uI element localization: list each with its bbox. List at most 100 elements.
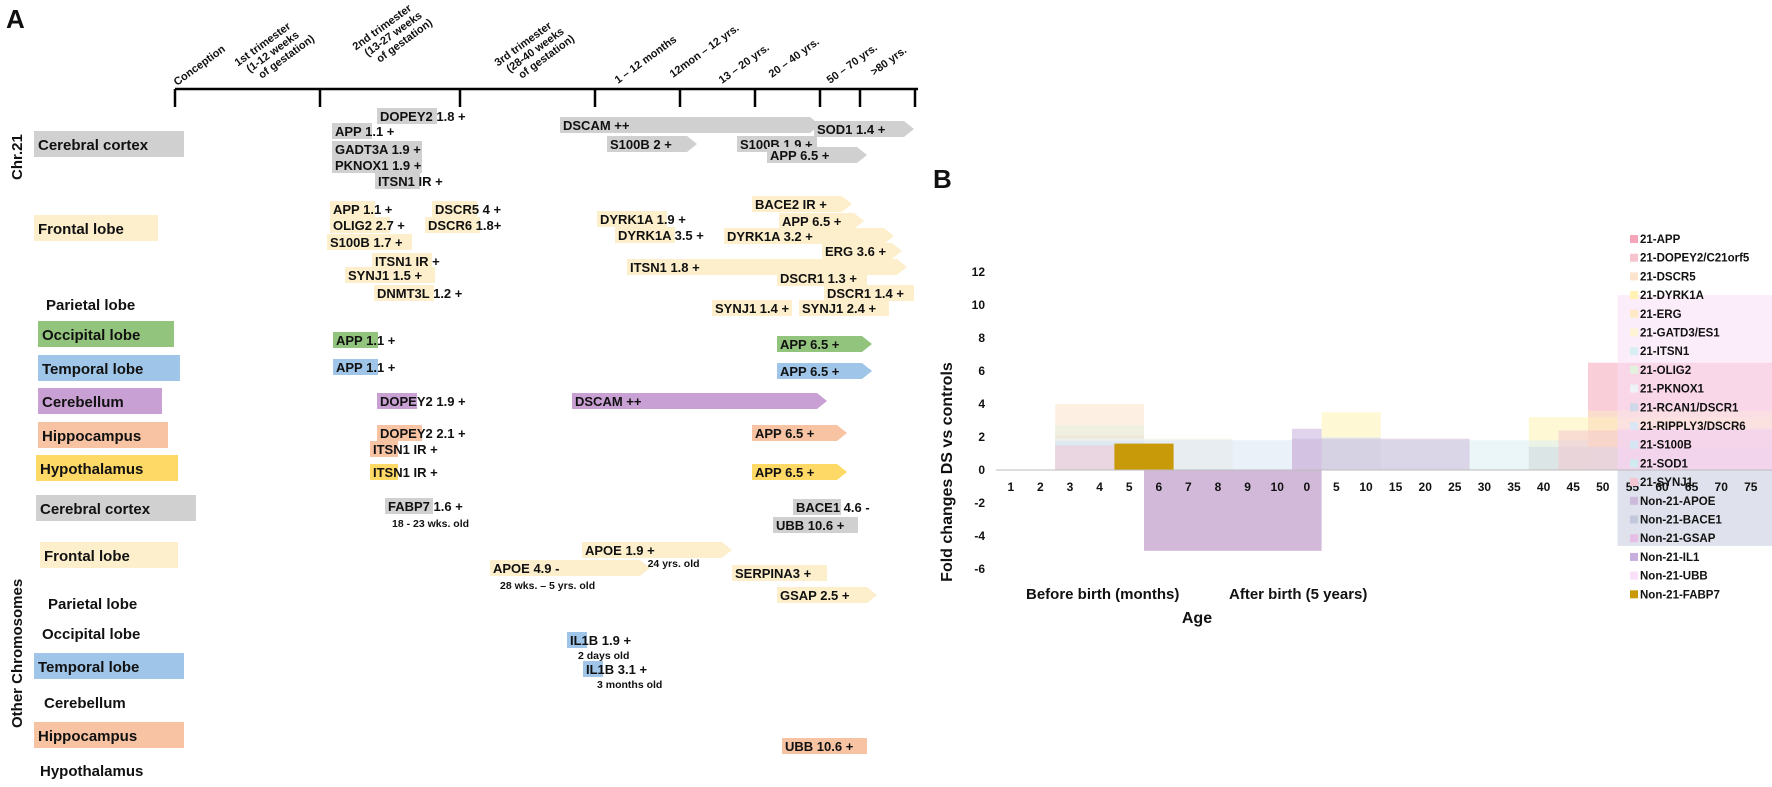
gene-label: APOE 4.9 - xyxy=(493,561,559,576)
group-label-chr21: Chr.21 xyxy=(9,134,26,180)
legend-swatch xyxy=(1630,384,1638,393)
legend-swatch xyxy=(1630,534,1638,543)
gene-arrow xyxy=(814,121,914,137)
legend-swatch xyxy=(1630,235,1638,243)
stage-label-y50_70: 50 – 70 yrs. xyxy=(825,42,880,87)
gene-label: GADT3A 1.9 + xyxy=(335,142,421,157)
region-label-cer: Cerebellum xyxy=(42,394,124,411)
stage-label-y20_40: 20 – 40 yrs. xyxy=(767,36,822,81)
y-tick-label: 10 xyxy=(972,298,986,312)
x-tick-label: 5 xyxy=(1126,480,1133,494)
gene-label: APP 1.1 + xyxy=(336,360,396,375)
x-tick-label: 4 xyxy=(1096,480,1103,494)
gene-bar xyxy=(330,201,375,217)
panel-b-label: B xyxy=(933,164,952,194)
chart-legend: 21-APP 21-DOPEY2/C21orf5 21-DSCR5 21-DYRK1A… xyxy=(1630,234,1750,601)
gene-age-note: 3 months old xyxy=(597,679,662,691)
gene-bar xyxy=(370,464,398,480)
gene-label: ITSN1 IR + xyxy=(375,254,440,269)
gene-label: APOE 1.9 + xyxy=(585,543,655,558)
x-tick-label: 1 xyxy=(1007,480,1014,494)
stage-label-m1_12: 1 – 12 months xyxy=(613,34,679,87)
legend-entry: 21-DOPEY2/C21orf5 xyxy=(1640,253,1750,265)
gene-arrow xyxy=(572,393,827,409)
gene-label: DOPEY2 1.9 + xyxy=(380,394,466,409)
region-label-hip: Hippocampus xyxy=(42,428,141,445)
gene-label: S100B 2 + xyxy=(610,137,672,152)
region-label-par: Parietal lobe xyxy=(48,596,137,613)
gene-label: APP 1.1 + xyxy=(335,124,395,139)
region-label-par: Parietal lobe xyxy=(46,297,135,314)
region-box-hyp xyxy=(36,455,178,481)
gene-label: ITSN1 IR + xyxy=(378,174,443,189)
gene-bar xyxy=(782,738,867,754)
gene-bar xyxy=(732,565,827,581)
x-tick-label: 0 xyxy=(1303,480,1310,494)
region-box-tem xyxy=(38,355,180,381)
legend-swatch xyxy=(1630,422,1638,430)
region-label-tem: Temporal lobe xyxy=(42,361,143,378)
gene-label: DSCR1 1.3 + xyxy=(780,271,857,286)
gene-bar xyxy=(777,270,867,286)
gene-arrow xyxy=(777,363,872,379)
x-tick-label: 9 xyxy=(1244,480,1251,494)
gene-label: APP 6.5 + xyxy=(780,364,840,379)
x-tick-label: 50 xyxy=(1596,480,1610,494)
x-axis: 1 2 3 4 5 6 7 8 9 10 0 5 10 15 20 25 30 35 40 45 50 55 60 65 70 7… xyxy=(1007,480,1757,494)
gene-bar xyxy=(370,441,398,457)
region-box-hip xyxy=(34,722,184,748)
legend-swatch xyxy=(1630,515,1638,524)
x-tick-label: 30 xyxy=(1478,480,1492,494)
y-tick-label: -6 xyxy=(974,562,985,576)
region-box-fro xyxy=(40,542,178,568)
gene-bar xyxy=(567,632,587,648)
gene-bar xyxy=(345,267,435,283)
legend-swatch xyxy=(1630,459,1638,468)
legend-entry: Non-21-FABP7 xyxy=(1640,589,1720,601)
legend-entry: 21-RCAN1/DSCR1 xyxy=(1640,402,1739,414)
stage-line: 13 – 20 yrs. xyxy=(717,42,772,87)
gene-bar xyxy=(372,253,432,269)
gene-label: DYRK1A 3.2 + xyxy=(727,229,813,244)
legend-swatch xyxy=(1630,478,1638,487)
gene-label: ITSN1 1.8 + xyxy=(630,260,700,275)
region-label-tem: Temporal lobe xyxy=(38,659,139,676)
legend-entry: 21-DSCR5 xyxy=(1640,271,1696,283)
x-axis-title: Age xyxy=(1182,610,1212,627)
gene-arrow xyxy=(490,560,650,576)
bar-non-21-fabp7 xyxy=(1114,443,1174,470)
x-tick-label: 65 xyxy=(1685,480,1699,494)
gene-label: DSCR1 1.4 + xyxy=(827,286,904,301)
region-label-hip: Hippocampus xyxy=(38,728,137,745)
gene-bar xyxy=(432,201,477,217)
region-box-cer xyxy=(38,388,162,414)
gene-arrow xyxy=(607,136,697,152)
gene-arrow xyxy=(724,228,894,244)
legend-swatch xyxy=(1630,272,1638,281)
region-label-fro: Frontal lobe xyxy=(44,548,130,565)
x-tick-label: 6 xyxy=(1155,480,1162,494)
legend-swatch xyxy=(1630,552,1638,561)
y-axis: 12 10 8 6 4 2 0 -2 -4 -6 xyxy=(972,265,986,576)
x-tick-label: 10 xyxy=(1271,480,1285,494)
legend-swatch xyxy=(1630,253,1638,262)
x-tick-label: 20 xyxy=(1419,480,1433,494)
x-tick-label: 5 xyxy=(1333,480,1340,494)
legend-entry: Non-21-IL1 xyxy=(1640,552,1700,564)
gene-arrow xyxy=(777,587,877,603)
gene-bar xyxy=(712,300,792,316)
legend-entry: 21-DYRK1A xyxy=(1640,290,1704,302)
x-tick-label: 35 xyxy=(1507,480,1521,494)
gene-label: DYRK1A 1.9 + xyxy=(600,212,686,227)
legend-entry: 21-OLIG2 xyxy=(1640,365,1691,377)
gene-label: DNMT3L 1.2 + xyxy=(377,286,463,301)
stage-line: 1 – 12 months xyxy=(613,34,679,87)
legend-entry: 21-ERG xyxy=(1640,309,1682,321)
gene-label: DOPEY2 1.8 + xyxy=(380,109,466,124)
gene-label: SERPINA3 + xyxy=(735,566,812,581)
x-tick-label: 3 xyxy=(1067,480,1074,494)
gene-label: IL1B 3.1 + xyxy=(586,662,647,677)
